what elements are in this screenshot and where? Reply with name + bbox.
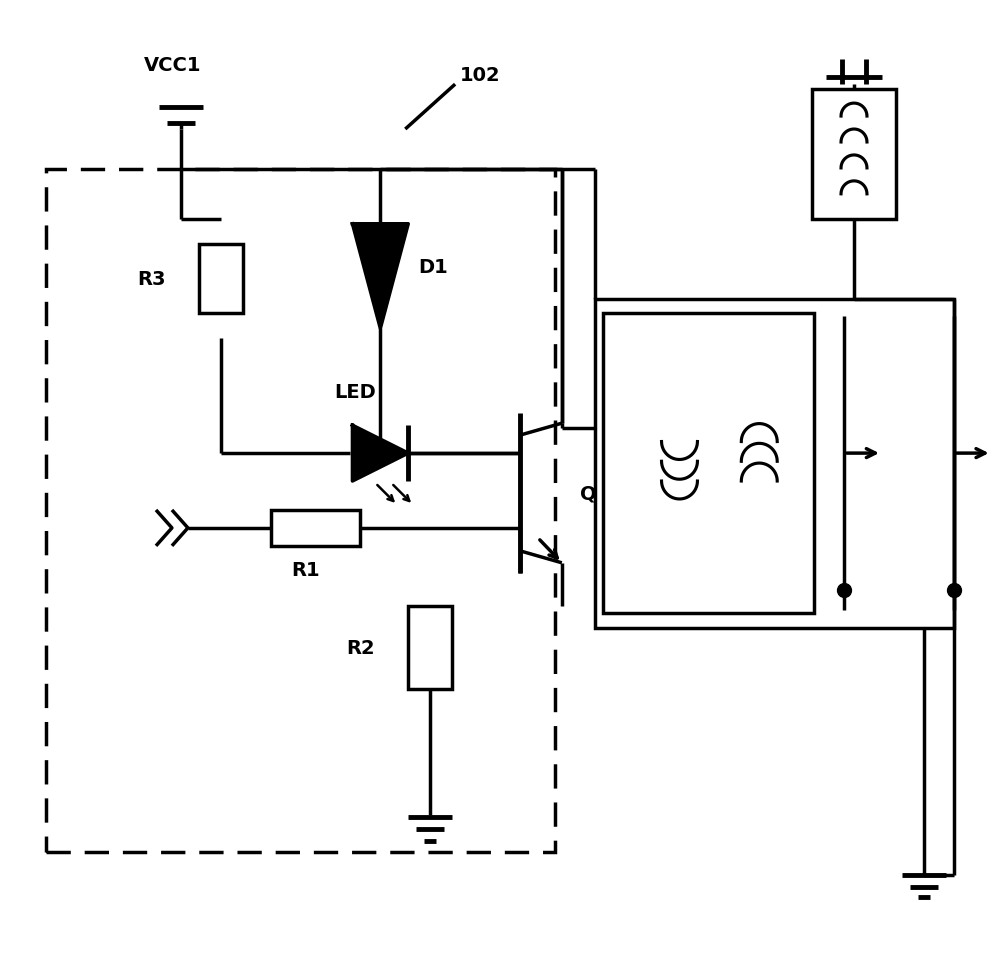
Bar bbox=[46, 170, 555, 852]
Polygon shape bbox=[352, 225, 408, 330]
Bar bbox=[603, 314, 814, 613]
Text: R2: R2 bbox=[347, 639, 375, 657]
Text: LED: LED bbox=[335, 382, 376, 402]
Text: D1: D1 bbox=[418, 257, 448, 277]
Text: 102: 102 bbox=[460, 66, 501, 84]
Bar bbox=[271, 511, 360, 547]
Polygon shape bbox=[352, 425, 408, 481]
Text: VCC1: VCC1 bbox=[144, 56, 202, 75]
Bar bbox=[595, 299, 954, 628]
Bar bbox=[408, 606, 452, 689]
Text: R1: R1 bbox=[291, 560, 320, 579]
Text: Q1: Q1 bbox=[580, 484, 610, 503]
Text: R3: R3 bbox=[137, 270, 166, 289]
Bar bbox=[812, 90, 896, 219]
Bar bbox=[199, 244, 243, 314]
